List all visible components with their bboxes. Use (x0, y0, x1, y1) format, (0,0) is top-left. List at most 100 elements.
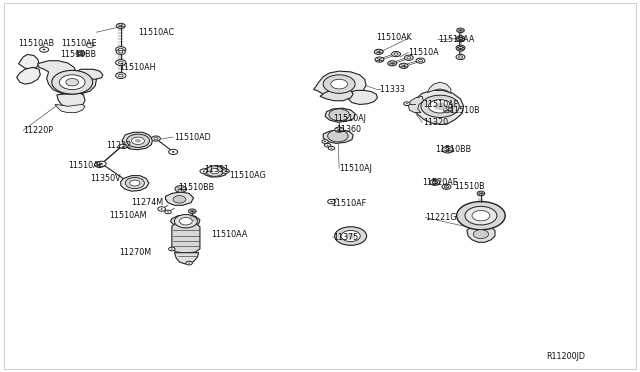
Circle shape (116, 49, 125, 54)
Circle shape (174, 215, 197, 228)
Text: 11350V: 11350V (90, 174, 121, 183)
Circle shape (172, 151, 175, 153)
Polygon shape (348, 90, 378, 105)
Text: 11320: 11320 (424, 118, 449, 127)
Text: 11510AD: 11510AD (174, 133, 211, 142)
Text: -11333: -11333 (378, 85, 405, 94)
Text: 11360: 11360 (336, 125, 361, 134)
Text: 11510A: 11510A (408, 48, 439, 57)
Circle shape (442, 184, 451, 189)
Circle shape (98, 164, 101, 166)
Circle shape (322, 140, 328, 143)
Circle shape (477, 191, 484, 196)
Polygon shape (408, 96, 424, 113)
Polygon shape (172, 221, 200, 253)
Polygon shape (323, 130, 353, 143)
Polygon shape (122, 132, 153, 150)
Circle shape (404, 55, 413, 60)
Circle shape (79, 52, 83, 54)
Circle shape (323, 75, 355, 93)
Circle shape (330, 201, 333, 202)
Text: 11510AF: 11510AF (424, 100, 459, 109)
Circle shape (328, 146, 335, 150)
Circle shape (43, 49, 45, 50)
Circle shape (442, 146, 454, 153)
Text: 11510AG: 11510AG (229, 171, 266, 180)
Polygon shape (19, 54, 39, 69)
Circle shape (40, 47, 49, 52)
Circle shape (119, 51, 123, 53)
Text: 11510AJ: 11510AJ (333, 114, 365, 123)
Text: 11510AC: 11510AC (138, 28, 174, 37)
Text: 11221G: 11221G (426, 213, 457, 222)
Circle shape (167, 211, 169, 212)
Circle shape (152, 136, 161, 141)
Circle shape (80, 53, 81, 54)
Polygon shape (121, 176, 149, 191)
Circle shape (225, 170, 227, 172)
Circle shape (127, 134, 150, 147)
Circle shape (328, 130, 348, 142)
Text: 11510B: 11510B (454, 182, 484, 191)
Text: 11220P: 11220P (23, 126, 53, 135)
Circle shape (341, 231, 360, 241)
Circle shape (97, 161, 106, 166)
Circle shape (458, 46, 463, 49)
Circle shape (346, 233, 356, 239)
Circle shape (76, 51, 85, 56)
Circle shape (95, 161, 105, 167)
Circle shape (118, 48, 123, 51)
Polygon shape (320, 89, 353, 101)
Circle shape (433, 181, 437, 184)
Text: 11510AB: 11510AB (19, 39, 54, 48)
Circle shape (444, 107, 452, 112)
Circle shape (118, 61, 123, 64)
Circle shape (324, 141, 326, 142)
Circle shape (328, 199, 335, 204)
Circle shape (375, 57, 384, 62)
Text: 11510AM: 11510AM (109, 211, 147, 220)
Text: 11510BB: 11510BB (178, 183, 214, 192)
Circle shape (169, 247, 175, 251)
Circle shape (419, 60, 422, 62)
Circle shape (457, 28, 465, 33)
Circle shape (116, 46, 126, 52)
Circle shape (434, 103, 447, 110)
Text: 11510AA: 11510AA (438, 35, 474, 44)
Text: 11510AH: 11510AH (119, 63, 156, 72)
Polygon shape (57, 93, 85, 109)
Circle shape (392, 51, 401, 57)
Text: 11232: 11232 (106, 141, 131, 150)
Text: 11510BB: 11510BB (60, 50, 96, 59)
Circle shape (154, 137, 158, 140)
Circle shape (404, 102, 410, 106)
Circle shape (457, 37, 465, 42)
Circle shape (458, 37, 463, 40)
Circle shape (394, 53, 398, 55)
Circle shape (457, 202, 505, 230)
Circle shape (186, 261, 192, 265)
Circle shape (120, 144, 127, 148)
Circle shape (203, 170, 205, 172)
Polygon shape (325, 108, 355, 122)
Circle shape (444, 186, 449, 188)
Circle shape (456, 54, 465, 60)
Circle shape (60, 75, 85, 90)
Circle shape (125, 177, 145, 189)
Circle shape (122, 146, 124, 147)
Circle shape (329, 109, 349, 121)
Circle shape (434, 182, 436, 183)
Text: 11510AF: 11510AF (332, 199, 367, 208)
Circle shape (331, 79, 348, 89)
Text: 11331: 11331 (204, 165, 228, 174)
Circle shape (169, 149, 177, 154)
Text: 11375: 11375 (333, 232, 358, 242)
Circle shape (416, 58, 425, 63)
Text: 11270M: 11270M (119, 248, 151, 257)
Circle shape (430, 179, 440, 185)
Circle shape (188, 263, 190, 264)
Circle shape (135, 139, 141, 142)
Circle shape (446, 186, 447, 187)
Circle shape (165, 210, 172, 214)
Text: 11510AI: 11510AI (68, 161, 100, 170)
